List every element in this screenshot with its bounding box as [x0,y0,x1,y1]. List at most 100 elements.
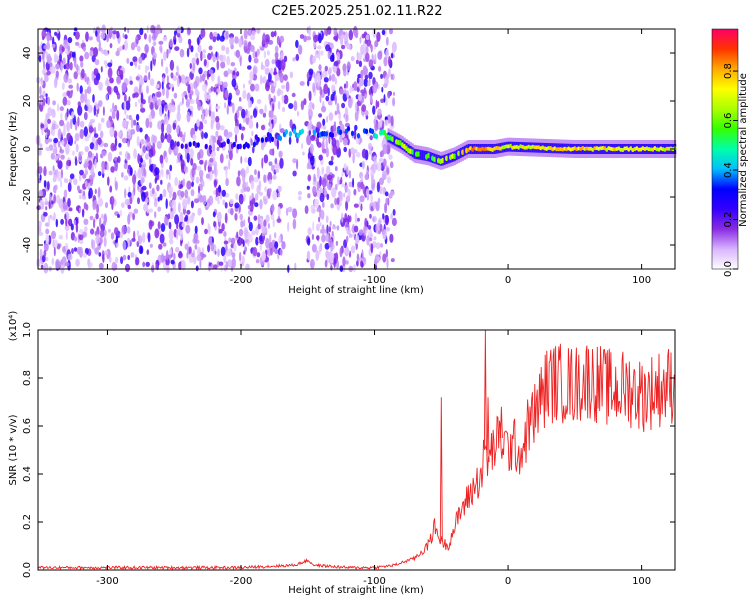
noise-blob [114,263,118,271]
noise-blob [362,65,368,76]
noise-blob [337,176,340,186]
noise-blob [202,54,206,59]
noise-blob [230,207,234,216]
noise-blob [265,237,270,249]
noise-blob [110,166,115,173]
noise-blob [318,64,322,71]
snr-y-label: SNR (10 * v/v) [8,414,19,485]
noise-blob [283,94,289,105]
noise-blob [377,197,381,205]
noise-blob [279,248,283,256]
noise-blob [210,119,214,130]
noise-blob [186,196,191,205]
noise-blob [348,233,353,238]
noise-blob [121,119,127,128]
ridge-point [364,128,369,135]
noise-blob [84,91,88,103]
noise-blob [191,57,197,65]
noise-blob [344,184,349,193]
noise-blob [54,31,58,36]
noise-blob [358,60,363,67]
snr-spike [439,397,443,542]
noise-blob [272,218,275,228]
ridge-point [196,142,200,148]
noise-blob [133,92,139,98]
noise-blob [156,140,162,150]
noise-blob [43,166,47,177]
noise-blob [105,94,109,101]
noise-blob [255,193,259,201]
noise-blob [51,200,54,205]
ridge-band [419,149,422,160]
noise-blob [52,100,56,106]
noise-blob [81,68,85,79]
noise-blob [112,34,116,40]
noise-blob [107,228,112,233]
noise-blob [113,85,118,93]
noise-blob [316,45,322,50]
spectrogram-y-tick-label: 40 [22,47,33,60]
noise-blob [45,256,49,262]
noise-blob [362,91,365,97]
noise-blob [283,74,288,81]
noise-blob [390,73,393,80]
noise-blob [204,228,208,235]
noise-blob [61,139,65,146]
noise-blob [140,102,143,109]
noise-blob [143,33,147,40]
noise-blob [325,147,329,158]
noise-blob [161,168,164,178]
noise-blob [116,75,121,84]
noise-blob [202,49,207,54]
noise-blob [199,258,202,269]
noise-blob [152,52,157,60]
noise-blob [321,224,325,235]
noise-blob [288,136,292,145]
spectrogram-x-tick-label: 100 [632,275,651,286]
noise-blob [318,216,321,223]
noise-blob [339,201,342,207]
noise-blob [153,59,156,67]
noise-blob [251,30,256,36]
noise-blob [115,241,119,249]
ridge-point [270,136,274,143]
noise-blob [79,169,84,176]
noise-blob [289,71,294,79]
noise-blob [339,88,345,95]
noise-blob [219,35,225,42]
noise-blob [240,188,245,194]
noise-blob [184,243,189,250]
noise-blob [201,253,207,258]
noise-blob [46,70,51,76]
noise-blob [256,252,261,258]
noise-blob [176,158,179,164]
noise-blob [260,61,264,70]
noise-blob [248,80,252,85]
noise-blob [225,154,229,159]
noise-blob [185,98,190,108]
noise-blob [169,164,173,172]
noise-blob [281,106,286,113]
colorbar-tick-label: 0.2 [723,212,734,228]
noise-blob [339,134,343,143]
noise-blob [158,40,164,45]
noise-blob [279,128,285,134]
noise-blob [333,65,337,74]
noise-blob [228,131,233,138]
noise-blob [270,247,273,256]
noise-blob [60,112,63,121]
noise-blob [39,249,43,257]
noise-blob [306,71,310,80]
noise-blob [208,236,212,247]
noise-blob [93,77,99,86]
noise-blob [196,165,202,171]
noise-blob [188,42,192,50]
noise-blob [321,234,326,243]
noise-blob [296,158,299,170]
noise-blob [331,73,336,82]
noise-blob [250,115,253,120]
noise-blob [274,80,277,89]
noise-blob [41,255,46,263]
noise-blob [241,108,246,119]
noise-blob [320,209,325,220]
